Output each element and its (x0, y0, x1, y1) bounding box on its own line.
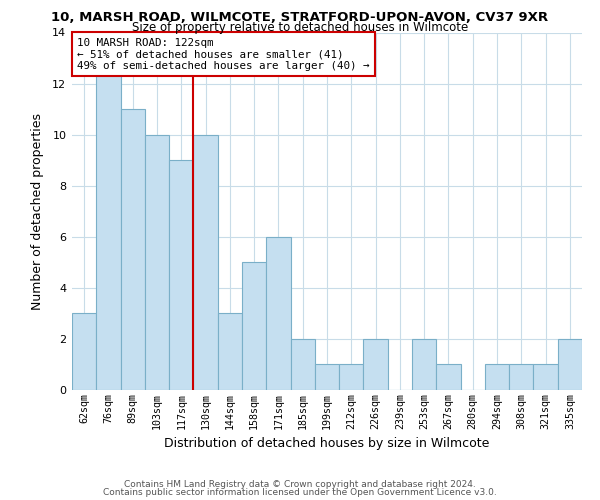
Bar (290, 339, 315, 390)
Bar (364, 339, 388, 390)
Bar (412, 339, 436, 390)
Bar (509, 364, 533, 390)
Bar (485, 364, 509, 390)
Bar (121, 109, 145, 390)
Bar (145, 134, 169, 390)
Text: 10, MARSH ROAD, WILMCOTE, STRATFORD-UPON-AVON, CV37 9XR: 10, MARSH ROAD, WILMCOTE, STRATFORD-UPON… (52, 11, 548, 24)
Bar (266, 237, 290, 390)
Bar (558, 339, 582, 390)
Bar (218, 314, 242, 390)
Bar (169, 160, 193, 390)
Bar (193, 134, 218, 390)
Bar (242, 262, 266, 390)
Text: 10 MARSH ROAD: 122sqm
← 51% of detached houses are smaller (41)
49% of semi-deta: 10 MARSH ROAD: 122sqm ← 51% of detached … (77, 38, 370, 71)
Y-axis label: Number of detached properties: Number of detached properties (31, 113, 44, 310)
Text: Contains public sector information licensed under the Open Government Licence v3: Contains public sector information licen… (103, 488, 497, 497)
Text: Size of property relative to detached houses in Wilmcote: Size of property relative to detached ho… (132, 21, 468, 34)
Bar (315, 364, 339, 390)
Bar (72, 314, 96, 390)
Text: Contains HM Land Registry data © Crown copyright and database right 2024.: Contains HM Land Registry data © Crown c… (124, 480, 476, 489)
Bar (533, 364, 558, 390)
Bar (96, 58, 121, 390)
Bar (339, 364, 364, 390)
Bar (436, 364, 461, 390)
X-axis label: Distribution of detached houses by size in Wilmcote: Distribution of detached houses by size … (164, 437, 490, 450)
